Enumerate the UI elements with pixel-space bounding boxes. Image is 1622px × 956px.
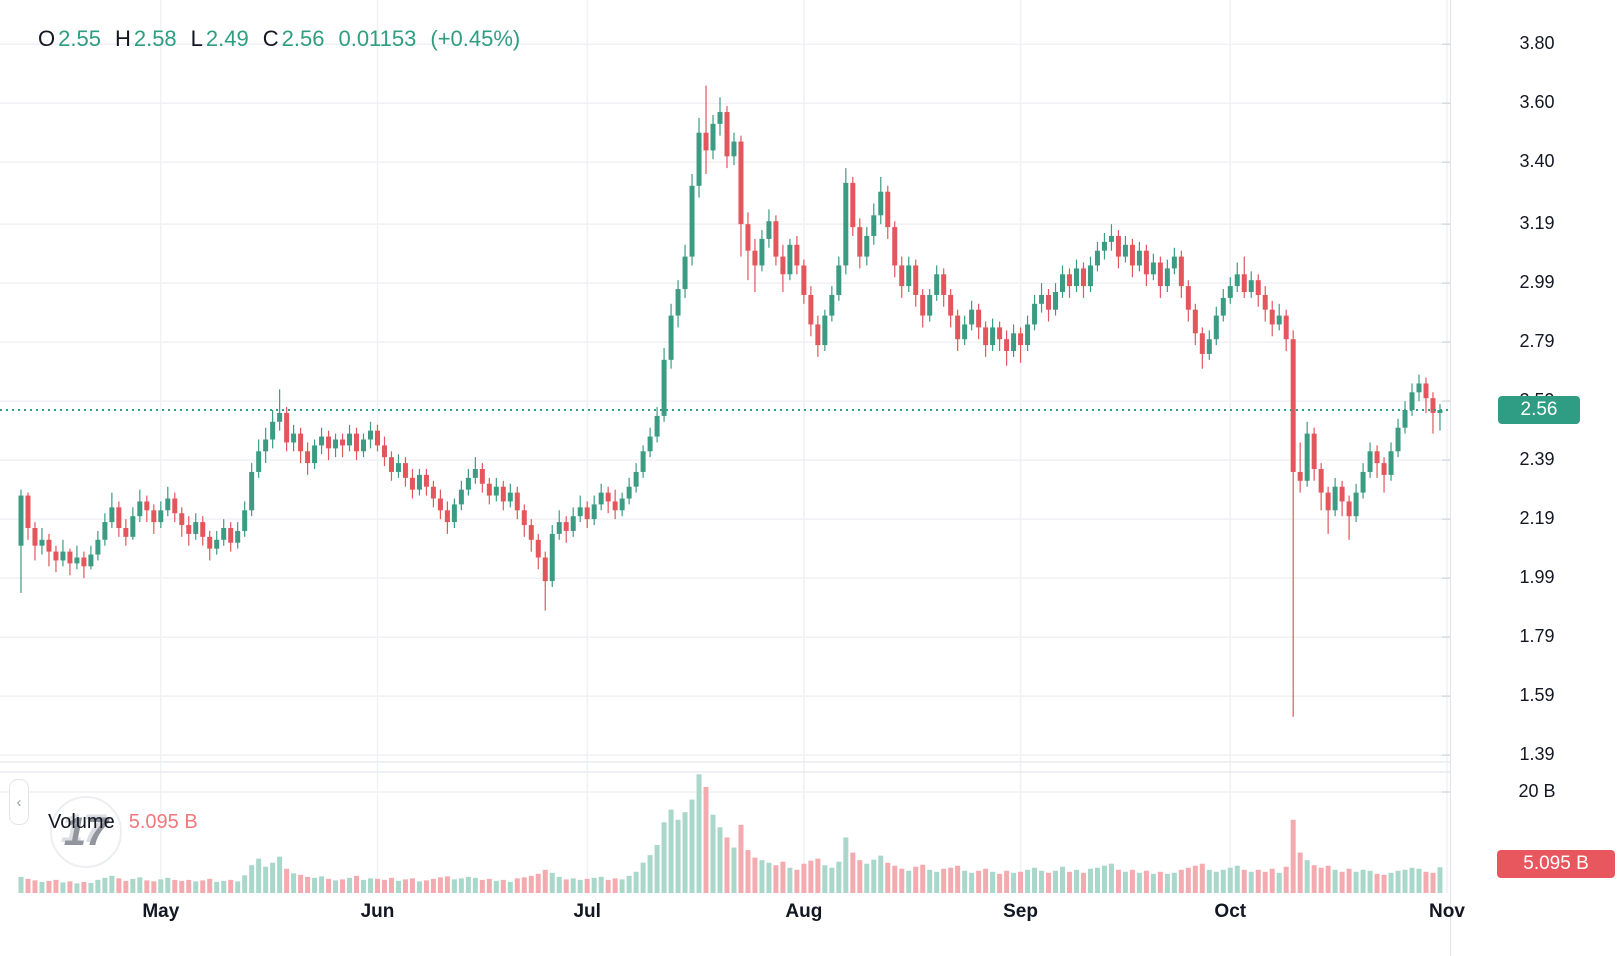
- logo-watermark-text: 17: [63, 809, 109, 854]
- time-tick-label: Jul: [573, 901, 601, 922]
- price-tick-label: 3.60: [1519, 92, 1555, 113]
- time-tick-label: Jun: [360, 901, 395, 922]
- time-tick-label: May: [142, 901, 180, 922]
- ohlc-high: H 2.58: [115, 25, 177, 53]
- volume-axis-max-label: 20 B: [1518, 781, 1556, 801]
- price-tick-label: 1.59: [1519, 685, 1555, 706]
- current-price-badge: 2.56: [1498, 396, 1580, 424]
- time-tick-label: Nov: [1429, 901, 1465, 922]
- current-volume-badge: 5.095 B: [1497, 850, 1615, 878]
- ohlc-legend: O 2.55 H 2.58 L 2.49 C 2.56 0.01153 (+0.…: [38, 25, 520, 53]
- pane-collapse-button[interactable]: ‹: [9, 779, 29, 825]
- time-tick-label: Aug: [785, 901, 823, 922]
- price-tick-label: 1.39: [1519, 744, 1555, 765]
- low-label: L: [190, 26, 203, 51]
- low-value: 2.49: [205, 26, 249, 51]
- chevron-left-icon: ‹: [16, 793, 22, 811]
- price-tick-label: 3.19: [1519, 213, 1555, 234]
- price-tick-label: 2.39: [1519, 449, 1555, 470]
- price-tick-label: 2.19: [1519, 508, 1555, 529]
- volume-label: Volume: [48, 811, 115, 833]
- time-tick-label: Sep: [1003, 901, 1038, 922]
- time-tick-label: Oct: [1214, 901, 1247, 922]
- change-percent: (+0.45%): [430, 26, 521, 51]
- logo-watermark: 17: [50, 796, 122, 868]
- high-label: H: [114, 26, 131, 51]
- chart-plot-canvas[interactable]: [0, 0, 1450, 893]
- price-tick-label: 3.80: [1519, 33, 1555, 54]
- price-tick-label: 2.99: [1519, 272, 1555, 293]
- price-axis[interactable]: 1.391.591.791.992.192.392.592.792.993.19…: [1450, 0, 1622, 956]
- close-value: 2.56: [281, 26, 325, 51]
- ohlc-low: L 2.49: [191, 25, 249, 53]
- price-tick-label: 3.40: [1519, 151, 1555, 172]
- price-tick-label: 2.79: [1519, 331, 1555, 352]
- close-label: C: [262, 26, 279, 51]
- volume-value: 5.095 B: [128, 811, 198, 833]
- ohlc-close: C 2.56: [263, 25, 325, 53]
- price-tick-label: 1.99: [1519, 567, 1555, 588]
- time-axis[interactable]: May Jun Jul Aug Sep Oct Nov: [0, 893, 1465, 956]
- ohlc-open: O 2.55: [38, 25, 101, 53]
- price-tick-label: 1.79: [1519, 626, 1555, 647]
- change-value: 0.01153: [338, 26, 417, 51]
- volume-legend: Volume 5.095 B: [48, 809, 198, 835]
- open-value: 2.55: [58, 26, 101, 51]
- open-label: O: [38, 26, 56, 51]
- high-value: 2.58: [133, 26, 177, 51]
